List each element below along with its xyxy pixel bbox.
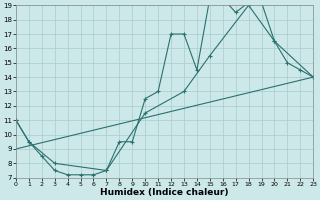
X-axis label: Humidex (Indice chaleur): Humidex (Indice chaleur)	[100, 188, 229, 197]
